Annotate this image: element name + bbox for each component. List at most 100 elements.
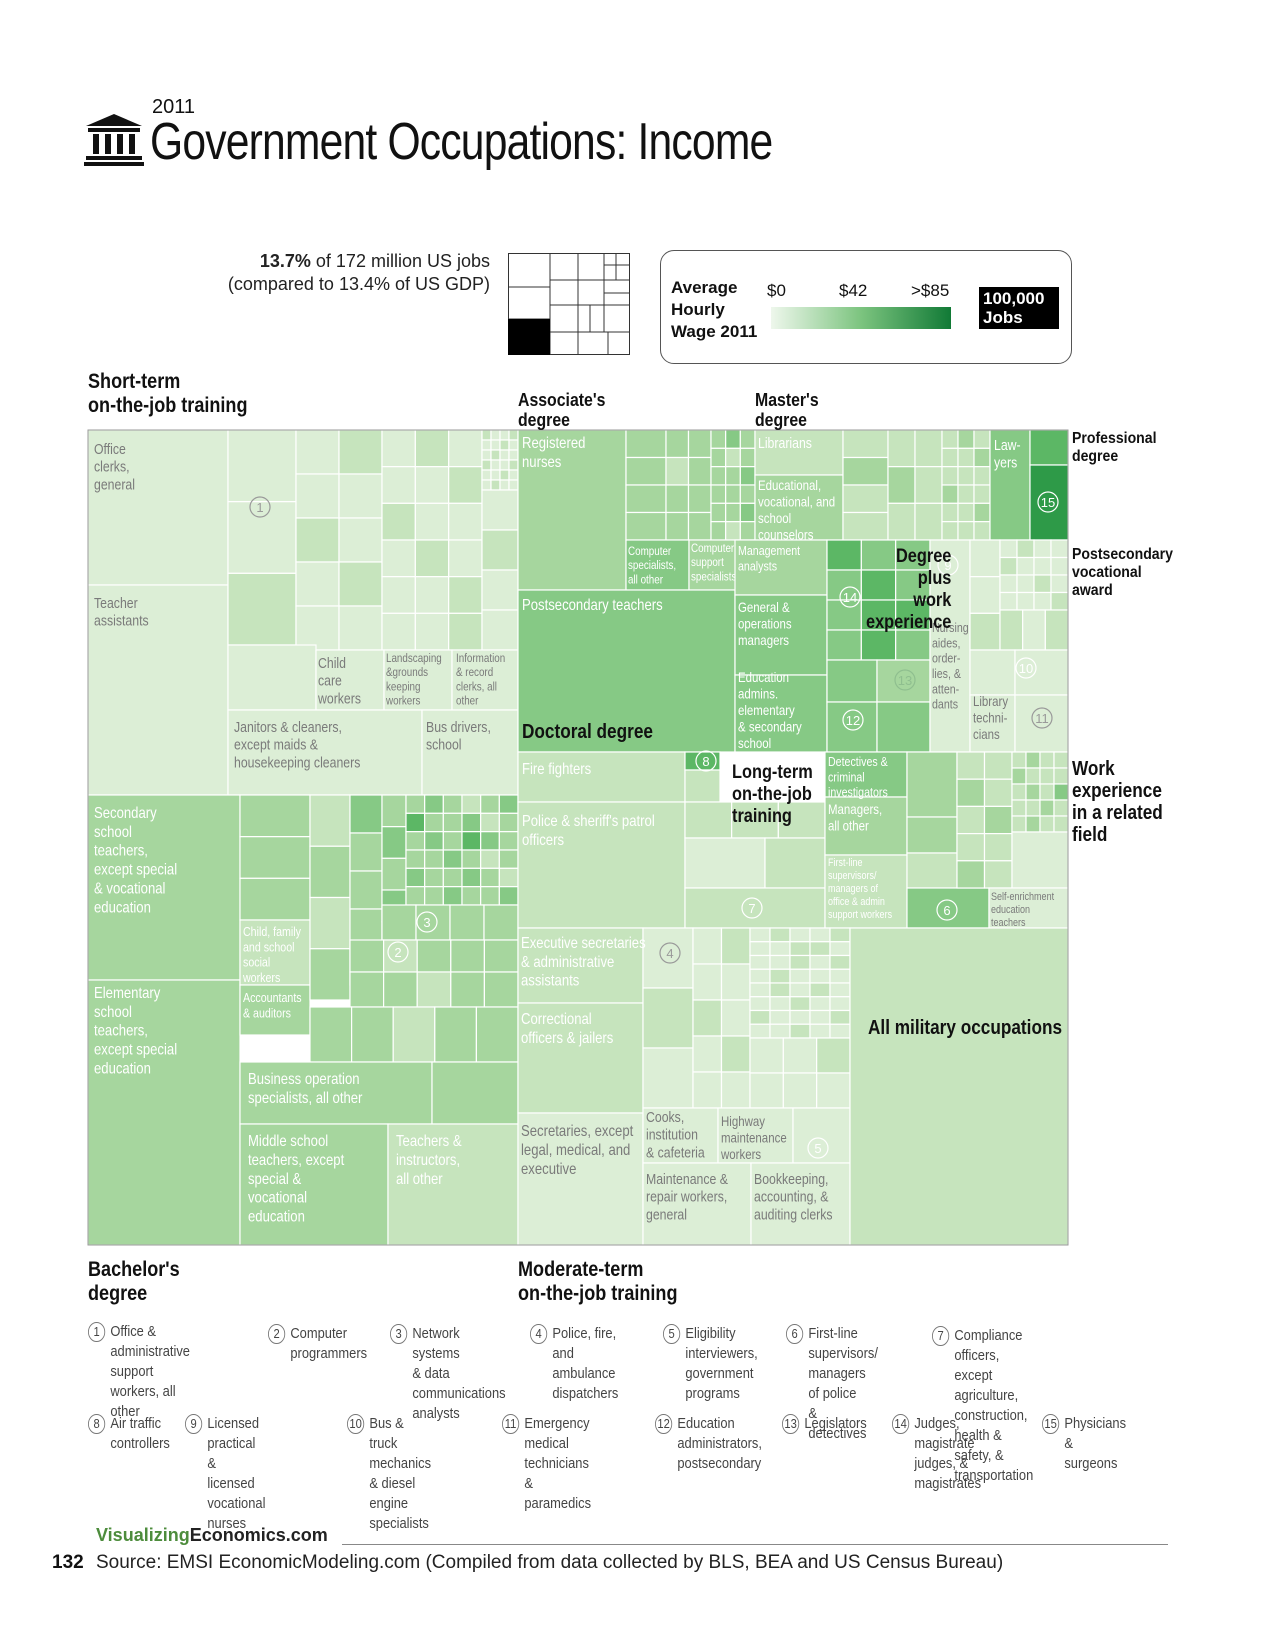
treemap-minor-cell	[826, 569, 862, 601]
treemap-minor-cell	[483, 939, 519, 973]
treemap-minor-cell	[642, 987, 694, 1049]
treemap-minor-cell	[769, 982, 791, 998]
treemap-minor-cell	[499, 439, 510, 451]
treemap-minor-cell	[826, 539, 862, 571]
treemap-minor-cell	[295, 561, 340, 607]
treemap-minor-cell	[480, 867, 500, 888]
treemap-minor-cell	[416, 971, 452, 1008]
footnote-text: Physicians & surgeons	[1064, 1415, 1127, 1472]
group-bachelors: Bachelor's degree	[88, 1258, 180, 1305]
group-postsecondary-vocational: Postsecondary vocational award	[1072, 546, 1173, 599]
treemap-minor-cell	[349, 971, 385, 1008]
footnote-text: Air traffic controllers	[110, 1415, 170, 1452]
treemap-minor-cell	[725, 484, 741, 504]
cell-label-line: general	[646, 1206, 687, 1222]
treemap-minor-cell	[309, 948, 351, 1001]
cell-label-line: support workers	[828, 909, 892, 921]
cell-label-line: & record	[456, 666, 493, 679]
treemap-minor-cell	[1033, 574, 1052, 594]
legend-tick-max: >$85	[911, 281, 950, 300]
treemap-minor-cell	[749, 996, 771, 1012]
cell-label-line: vocational, and	[758, 493, 835, 509]
treemap-minor-cell	[1039, 815, 1055, 833]
footnote-number: 4	[530, 1324, 548, 1344]
treemap-minor-cell	[665, 484, 690, 514]
treemap-minor-cell	[461, 831, 482, 851]
treemap-minor-cell	[448, 429, 483, 468]
treemap-minor-cell	[941, 447, 959, 468]
footnote-number: 2	[268, 1324, 286, 1344]
site-name-green: Visualizing	[96, 1525, 190, 1545]
cell-label-line: General &	[738, 599, 790, 615]
cell-label: Executive secretaries & administrative ass…	[521, 935, 646, 990]
footnote-marker-number: 11	[1035, 711, 1049, 726]
treemap-minor-cell	[424, 849, 444, 869]
cell-label-line: & secondary	[738, 718, 802, 734]
cell-military	[849, 927, 1069, 1246]
cell-label-line: education	[248, 1208, 305, 1225]
cell-label-line: special &	[248, 1171, 301, 1188]
treemap-minor-cell	[498, 794, 519, 814]
cell-office-clerks	[87, 429, 229, 586]
treemap-cell	[969, 649, 1016, 696]
treemap-minor-cell	[829, 996, 851, 1012]
treemap-minor-cell	[490, 479, 501, 491]
treemap-minor-cell	[749, 968, 771, 984]
treemap-minor-cell	[349, 832, 383, 872]
treemap-minor-cell	[309, 845, 351, 899]
cell-label-line: Child, family	[243, 924, 301, 939]
treemap-minor-cell	[481, 489, 519, 531]
treemap-minor-cell	[625, 511, 667, 541]
group-associates: Associate's degree	[518, 390, 606, 430]
cell-label-line: cians	[973, 726, 1000, 742]
treemap-minor-cell	[499, 429, 510, 441]
treemap-minor-cell	[983, 805, 1013, 835]
treemap-minor-cell	[442, 849, 463, 869]
group-work-experience: Work experience in a related field	[1072, 758, 1163, 846]
treemap-minor-cell	[710, 447, 727, 468]
treemap-minor-cell	[414, 612, 450, 651]
treemap-minor-cell	[957, 484, 975, 504]
treemap-minor-cell	[829, 968, 851, 984]
treemap-cell	[227, 709, 423, 796]
treemap-minor-cell	[782, 1072, 818, 1109]
treemap-minor-cell	[789, 927, 811, 943]
treemap-minor-cell	[448, 466, 483, 504]
treemap-minor-cell	[1011, 767, 1027, 785]
treemap-minor-cell	[1050, 556, 1069, 576]
treemap-minor-cell	[809, 927, 831, 943]
treemap-minor-cell	[725, 502, 741, 523]
treemap-minor-cell	[999, 574, 1018, 594]
cell-label-line: education	[94, 899, 151, 916]
treemap-cell	[421, 709, 519, 796]
treemap-minor-cell	[725, 447, 741, 468]
treemap-minor-cell	[957, 429, 975, 449]
treemap-minor-cell	[405, 867, 426, 888]
cell-label-line: instructors,	[396, 1152, 460, 1169]
treemap-minor-cell	[842, 456, 889, 486]
cell-label-line: Management	[738, 543, 801, 558]
treemap-cell	[764, 837, 826, 889]
cell-label-line: Detectives &	[828, 754, 888, 769]
treemap-minor-cell	[239, 877, 311, 921]
group-degree-plus-work: Degree plus work experience	[866, 546, 952, 633]
cell-label-line: Bus drivers,	[426, 719, 491, 735]
summary-line2: (compared to 13.4% of US GDP)	[227, 274, 490, 294]
treemap-minor-cell	[720, 999, 751, 1037]
treemap-minor-cell	[749, 1023, 771, 1039]
treemap-minor-cell	[424, 831, 444, 851]
treemap-minor-cell	[692, 999, 723, 1037]
cell-label-line: education	[94, 1060, 151, 1077]
treemap-minor-cell	[826, 629, 862, 661]
cell-label: Correctional officers & jailers	[521, 1011, 613, 1047]
summary-text: 13.7% of 172 million US jobs (compared t…	[200, 250, 490, 296]
treemap-minor-cell	[941, 484, 959, 504]
footnote-marker-number: 4	[666, 946, 673, 961]
treemap-minor-cell	[957, 447, 975, 468]
treemap-minor-cell	[956, 778, 986, 808]
treemap-minor-cell	[1050, 591, 1069, 611]
treemap-minor-cell	[887, 502, 916, 541]
cell-label: Elementary school teachers, except special e…	[94, 985, 177, 1078]
cell-label-line: operations	[738, 615, 792, 631]
